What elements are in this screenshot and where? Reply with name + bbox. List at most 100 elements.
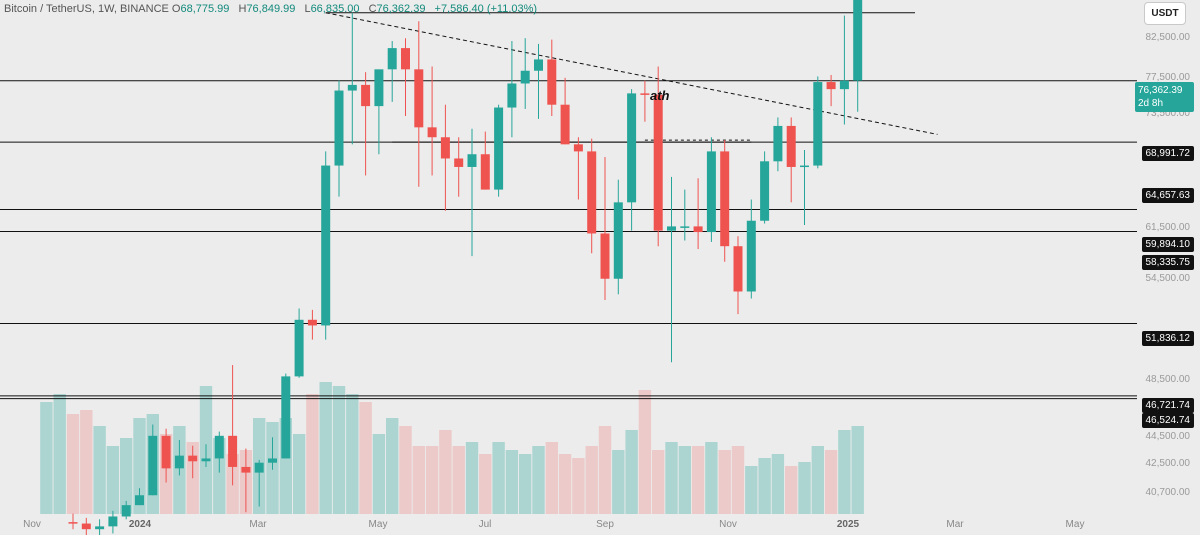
high-label: H bbox=[238, 3, 247, 15]
x-axis-label: Nov bbox=[23, 519, 41, 530]
candle-body bbox=[401, 48, 410, 70]
price-level-label: 51,836.12 bbox=[1141, 331, 1194, 346]
candle-body bbox=[321, 165, 331, 326]
candle-body bbox=[706, 151, 716, 233]
y-tick-label: 61,500.00 bbox=[1145, 222, 1191, 233]
candle-body bbox=[839, 80, 849, 90]
volume-bar bbox=[652, 450, 665, 514]
volume-bar bbox=[425, 446, 439, 514]
candle-body bbox=[853, 0, 863, 81]
candle-body bbox=[108, 516, 118, 527]
volume-bar bbox=[306, 394, 319, 514]
candle-body bbox=[800, 165, 809, 168]
volume-bar bbox=[66, 414, 80, 514]
volume-bar bbox=[412, 446, 425, 514]
volume-bar bbox=[705, 442, 718, 514]
candle-body bbox=[188, 455, 198, 462]
volume-bar bbox=[811, 446, 824, 514]
volume-bar bbox=[558, 454, 572, 514]
bar-countdown: 2d 8h bbox=[1138, 98, 1164, 109]
volume-bar bbox=[399, 426, 412, 514]
candle-body bbox=[307, 319, 317, 326]
candle-body bbox=[507, 83, 517, 108]
x-axis-label: 2025 bbox=[836, 519, 860, 530]
y-tick-label: 48,500.00 bbox=[1145, 374, 1191, 385]
x-axis-label: Nov bbox=[719, 519, 737, 530]
candle-body bbox=[334, 90, 344, 166]
candle-body bbox=[454, 158, 464, 167]
volume-bar bbox=[824, 450, 838, 514]
candle-body bbox=[414, 69, 424, 128]
volume-bar bbox=[665, 442, 678, 514]
price-level-label: 64,657.63 bbox=[1141, 188, 1194, 203]
volume-bar bbox=[120, 438, 133, 514]
volume-bar bbox=[53, 394, 66, 514]
price-level-label: 46,524.74 bbox=[1141, 413, 1194, 428]
candle-body bbox=[374, 69, 384, 107]
volume-bar bbox=[505, 450, 519, 514]
candle-body bbox=[254, 462, 264, 473]
volume-bar bbox=[758, 458, 771, 514]
volume-bar bbox=[838, 430, 851, 514]
descending-trendline bbox=[325, 12, 938, 135]
price-level-label: 59,894.10 bbox=[1141, 237, 1194, 252]
candle-body bbox=[161, 435, 171, 469]
volume-bar bbox=[519, 454, 532, 514]
price-level-label: 58,335.75 bbox=[1141, 255, 1194, 270]
volume-bar bbox=[359, 402, 372, 514]
volume-bar bbox=[292, 434, 306, 514]
candle-body bbox=[587, 151, 597, 234]
volume-bar bbox=[80, 410, 93, 514]
volume-bar bbox=[492, 442, 505, 514]
volume-bar bbox=[545, 442, 558, 514]
close-label: C bbox=[368, 3, 377, 15]
volume-bar bbox=[585, 446, 598, 514]
candle-body bbox=[494, 107, 504, 190]
volume-bar bbox=[798, 462, 811, 514]
x-axis-label: Mar bbox=[249, 519, 267, 530]
currency-button[interactable]: USDT bbox=[1144, 2, 1186, 25]
volume-bar bbox=[479, 454, 492, 514]
volume-bar bbox=[465, 442, 479, 514]
candle-body bbox=[347, 84, 357, 91]
symbol-label: Bitcoin / TetherUS, 1W, BINANCE bbox=[4, 3, 169, 15]
volume-bar bbox=[851, 426, 864, 514]
candle-body bbox=[613, 202, 623, 279]
volume-bar bbox=[691, 446, 705, 514]
candle-body bbox=[294, 319, 304, 377]
candle-body bbox=[733, 246, 743, 292]
candle-body bbox=[201, 458, 211, 462]
candle-body bbox=[268, 458, 277, 463]
volume-bar bbox=[771, 454, 785, 514]
x-axis-label: Mar bbox=[946, 519, 964, 530]
volume-bar bbox=[612, 450, 625, 514]
candle-body bbox=[427, 127, 437, 138]
candle-body bbox=[440, 137, 450, 159]
high-value: 76,849.99 bbox=[246, 3, 296, 15]
y-tick-label: 54,500.00 bbox=[1145, 273, 1191, 284]
candle-body bbox=[387, 48, 397, 70]
volume-bar bbox=[678, 446, 691, 514]
x-axis-label: Sep bbox=[596, 519, 614, 530]
y-tick-label: 42,500.00 bbox=[1145, 458, 1191, 469]
candle-body bbox=[600, 233, 610, 279]
x-axis-label: 2024 bbox=[128, 519, 152, 530]
candle-body bbox=[241, 466, 251, 473]
volume-bar bbox=[106, 446, 120, 514]
candle-body bbox=[95, 526, 105, 530]
candle-body bbox=[720, 151, 730, 247]
price-level-label: 68,991.72 bbox=[1141, 146, 1194, 161]
volume-bar bbox=[386, 418, 399, 514]
y-tick-label: 73,500.00 bbox=[1145, 108, 1191, 119]
candle-body bbox=[640, 93, 650, 95]
current-price-badge: 76,362.39 2d 8h bbox=[1135, 82, 1194, 112]
candle-body bbox=[746, 220, 756, 292]
candle-body bbox=[148, 435, 158, 496]
candle-body bbox=[81, 523, 91, 530]
volume-bar bbox=[625, 430, 638, 514]
candle-body bbox=[174, 455, 184, 469]
volume-bar bbox=[452, 446, 465, 514]
y-tick-label: 82,500.00 bbox=[1145, 32, 1191, 43]
